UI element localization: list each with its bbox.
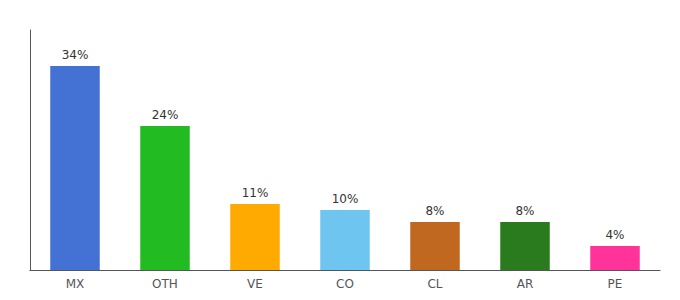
svg-text:OTH: OTH	[152, 277, 178, 291]
svg-text:PE: PE	[608, 277, 623, 291]
svg-text:AR: AR	[517, 277, 534, 291]
svg-text:4%: 4%	[605, 228, 624, 242]
svg-text:CO: CO	[336, 277, 354, 291]
svg-text:8%: 8%	[515, 204, 534, 218]
svg-text:VE: VE	[247, 277, 263, 291]
svg-text:8%: 8%	[425, 204, 444, 218]
svg-text:11%: 11%	[242, 186, 269, 200]
svg-text:34%: 34%	[62, 48, 89, 62]
svg-text:MX: MX	[66, 277, 85, 291]
svg-text:CL: CL	[427, 277, 442, 291]
svg-text:10%: 10%	[332, 192, 359, 206]
svg-text:24%: 24%	[152, 108, 179, 122]
